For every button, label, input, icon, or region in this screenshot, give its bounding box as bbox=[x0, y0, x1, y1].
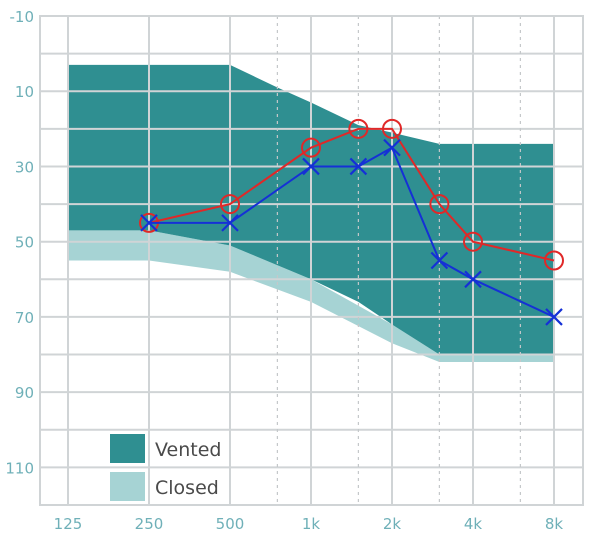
x-tick-label: 500 bbox=[216, 515, 245, 533]
y-tick-label: 10 bbox=[15, 83, 34, 101]
data-point-x bbox=[383, 138, 401, 157]
y-tick-label: 90 bbox=[15, 384, 34, 402]
series-line-x bbox=[149, 146, 555, 318]
data-point-x bbox=[302, 157, 320, 176]
data-point-circle bbox=[429, 194, 450, 215]
series-circle bbox=[139, 118, 564, 271]
x-tick-label: 4k bbox=[464, 515, 483, 533]
series-layer bbox=[139, 118, 564, 326]
data-point-circle bbox=[301, 137, 321, 158]
x-tick-label: 125 bbox=[54, 515, 83, 533]
y-tick-label: 50 bbox=[15, 234, 34, 252]
legend-swatch-closed bbox=[110, 472, 145, 501]
plot-border bbox=[39, 15, 584, 506]
x-tick-label: 250 bbox=[135, 515, 164, 533]
data-point-circle bbox=[220, 194, 240, 215]
data-point-circle bbox=[463, 231, 483, 252]
y-tick-label: 30 bbox=[15, 158, 34, 176]
data-point-x bbox=[221, 214, 239, 232]
legend-swatch-vented bbox=[110, 434, 145, 463]
grid bbox=[40, 15, 583, 506]
data-point-x bbox=[140, 214, 158, 232]
legend: Vented Closed bbox=[110, 434, 221, 501]
y-tick-label: 70 bbox=[15, 309, 34, 327]
data-point-circle bbox=[382, 118, 402, 139]
x-tick-label: 1k bbox=[302, 515, 321, 533]
legend-label-vented: Vented bbox=[155, 439, 221, 461]
x-tick-label: 8k bbox=[545, 515, 564, 533]
data-point-x bbox=[545, 308, 563, 326]
x-tick-label: 2k bbox=[383, 515, 402, 533]
data-point-x bbox=[464, 270, 482, 289]
y-axis-tick-labels: -10 10 30 50 70 90 110 bbox=[5, 8, 34, 477]
data-point-circle bbox=[348, 118, 369, 139]
data-point-circle bbox=[544, 250, 564, 271]
series-x bbox=[140, 138, 563, 326]
y-tick-label: -10 bbox=[10, 8, 35, 26]
legend-label-closed: Closed bbox=[155, 477, 219, 499]
data-point-x bbox=[349, 157, 368, 176]
x-axis-tick-labels: 125 250 500 1k 2k 4k 8k bbox=[54, 515, 564, 533]
data-point-x bbox=[430, 251, 449, 270]
y-tick-label: 110 bbox=[5, 459, 34, 477]
